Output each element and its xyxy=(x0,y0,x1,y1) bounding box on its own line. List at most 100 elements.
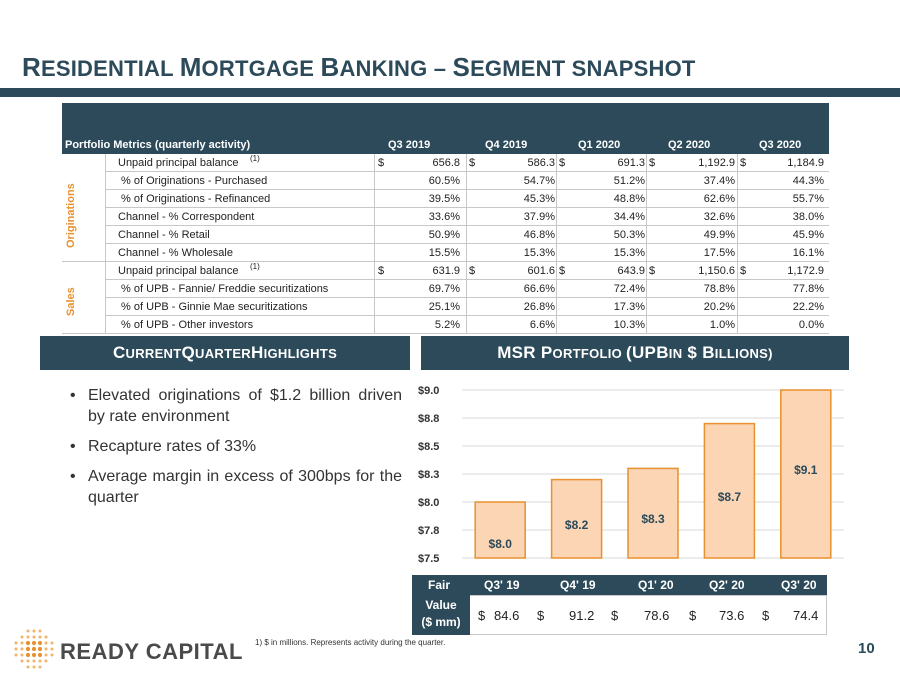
cell-divider xyxy=(374,244,375,262)
fv-value: 78.6 xyxy=(644,608,670,623)
table-cell: 50.9% xyxy=(428,229,460,241)
row-label: % of Originations - Purchased xyxy=(118,175,268,187)
ready-capital-logo-text: READY CAPITAL xyxy=(60,639,243,664)
fv-column-header: Q3' 20 xyxy=(781,578,817,592)
table-cell: 26.8% xyxy=(523,301,555,313)
cell-divider xyxy=(646,298,647,316)
currency-symbol: $ xyxy=(559,157,566,169)
page-number: 10 xyxy=(858,640,875,657)
table-cell: 1,184.9 xyxy=(787,157,824,169)
logo-dot xyxy=(38,629,42,633)
cell-divider xyxy=(646,226,647,244)
row-label: Unpaid principal balance xyxy=(118,157,239,169)
y-tick-label: $7.8 xyxy=(418,525,439,537)
cell-divider xyxy=(466,154,467,172)
cell-divider xyxy=(466,190,467,208)
currency-symbol: $ xyxy=(469,157,476,169)
footnote-marker: (1) xyxy=(250,154,260,163)
column-header: Q4 2019 xyxy=(485,139,528,151)
table-cell: 0.0% xyxy=(798,319,824,331)
logo-dot xyxy=(20,653,24,657)
logo-dot xyxy=(44,659,48,663)
cell-divider xyxy=(466,244,467,262)
logo-dot xyxy=(20,635,24,639)
table-cell: 46.8% xyxy=(523,229,555,241)
logo-dot xyxy=(25,640,31,646)
group-label: Originations xyxy=(65,183,77,248)
table-row: Channel - % Wholesale 15.5% 15.3% 15.3% 17.5… xyxy=(106,244,829,262)
fv-value: 84.6 xyxy=(494,608,520,623)
logo-dot xyxy=(26,635,30,639)
column-header: Q2 2020 xyxy=(668,139,711,151)
table-cell: 15.3% xyxy=(523,247,555,259)
fv-column-header: Q1' 20 xyxy=(638,578,674,592)
fair-value-label: Fair xyxy=(428,578,451,592)
table-row: Channel - % Correspondent 33.6% 37.9% 34.4%… xyxy=(106,208,829,226)
y-tick-label: $9.0 xyxy=(418,385,439,397)
currency-symbol: $ xyxy=(649,265,656,277)
y-tick-label: $8.8 xyxy=(418,413,439,425)
table-cell: 5.2% xyxy=(434,319,460,331)
table-cell: 6.6% xyxy=(529,319,555,331)
table-cell: 39.5% xyxy=(428,193,460,205)
table-cell: 37.4% xyxy=(703,175,735,187)
logo-dot xyxy=(14,647,18,651)
fv-column-header: Q2' 20 xyxy=(709,578,745,592)
footnote-marker: (1) xyxy=(250,262,260,271)
title-divider xyxy=(0,88,900,97)
cell-divider xyxy=(374,154,375,172)
portfolio-header-label: Portfolio Metrics (quarterly activity) xyxy=(65,139,251,151)
logo-dot xyxy=(37,646,43,652)
y-tick-label: $7.5 xyxy=(418,553,439,565)
logo-dot xyxy=(37,652,43,658)
table-row: % of Originations - Refinanced 39.5% 45.3%… xyxy=(106,190,829,208)
table-cell: 15.3% xyxy=(613,247,645,259)
table-cell: 66.6% xyxy=(523,283,555,295)
cell-divider xyxy=(737,244,738,262)
cell-divider xyxy=(466,208,467,226)
logo-dot xyxy=(14,641,18,645)
fair-value-row: $ 84.6 $ 91.2 $ 78.6 $ 73.6 $ 74.4 xyxy=(470,595,827,635)
y-tick-label: $8.0 xyxy=(418,497,439,509)
logo-dot xyxy=(26,629,30,633)
logo-dot xyxy=(32,665,36,669)
bar xyxy=(474,501,526,559)
logo-dot xyxy=(37,640,43,646)
cell-divider xyxy=(466,298,467,316)
cell-divider xyxy=(466,280,467,298)
cell-divider xyxy=(737,226,738,244)
table-cell: 48.8% xyxy=(613,193,645,205)
table-cell: 33.6% xyxy=(428,211,460,223)
cell-divider xyxy=(646,280,647,298)
cell-divider xyxy=(374,298,375,316)
currency-symbol: $ xyxy=(378,265,385,277)
table-cell: 51.2% xyxy=(613,175,645,187)
currency-symbol: $ xyxy=(378,157,385,169)
footnote: 1) $ in millions. Represents activity du… xyxy=(255,638,446,647)
highlight-bullet: Elevated originations of $1.2 billion dr… xyxy=(70,385,402,427)
table-cell: 1,172.9 xyxy=(787,265,824,277)
data-label: $8.3 xyxy=(641,512,665,526)
fv-column-header: Q4' 19 xyxy=(560,578,596,592)
currency-symbol: $ xyxy=(740,265,747,277)
data-label: $8.7 xyxy=(718,490,742,504)
bar xyxy=(703,422,756,559)
fv-value: 91.2 xyxy=(569,608,595,623)
highlight-bullet: Average margin in excess of 300bps for t… xyxy=(70,466,402,508)
logo-dot xyxy=(26,659,30,663)
currency-symbol: $ xyxy=(469,265,476,277)
data-label: $8.0 xyxy=(489,537,513,551)
table-cell: 656.8 xyxy=(432,157,460,169)
logo-dot xyxy=(50,653,54,657)
cell-divider xyxy=(737,154,738,172)
cell-divider xyxy=(556,244,557,262)
bar xyxy=(780,389,832,559)
logo-dot xyxy=(44,647,48,651)
row-label: % of UPB - Ginnie Mae securitizations xyxy=(118,301,308,313)
y-tick-label: $8.5 xyxy=(418,441,439,453)
cell-divider xyxy=(556,208,557,226)
cell-divider xyxy=(646,172,647,190)
table-cell: 601.6 xyxy=(527,265,555,277)
cell-divider xyxy=(466,316,467,334)
fv-value: 74.4 xyxy=(793,608,819,623)
